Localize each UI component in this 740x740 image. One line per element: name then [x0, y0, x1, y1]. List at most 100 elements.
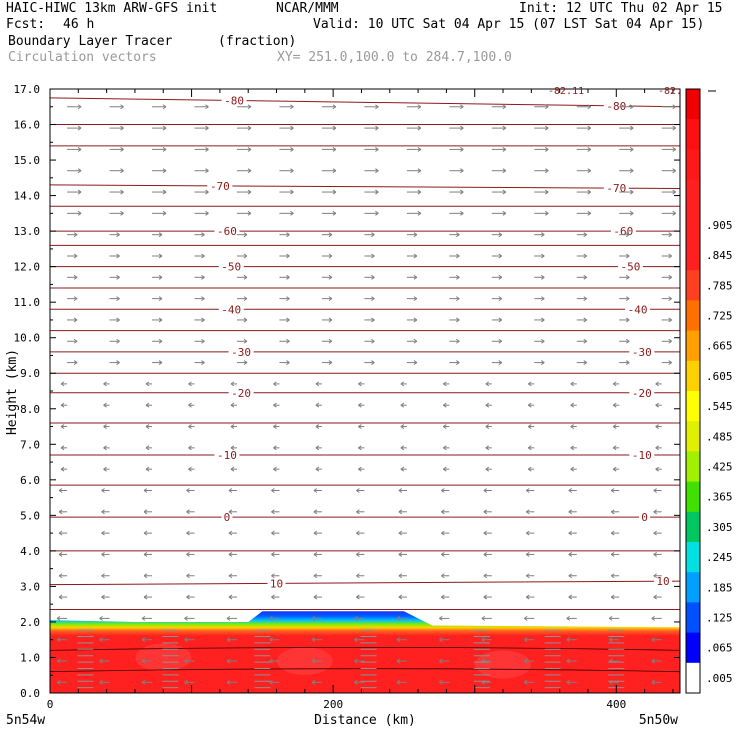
y-axis-label: Height (km) [5, 349, 20, 435]
vector-arrowhead [228, 552, 233, 557]
init-time: Init: 12 UTC Thu 02 Apr 15 [519, 1, 723, 16]
vector-arrowhead [141, 679, 146, 685]
vector-arrowhead [184, 637, 188, 643]
colorbar-segment [686, 270, 700, 301]
isotherm-line [49, 580, 681, 586]
y-tick-label: 4.0 [20, 545, 40, 558]
vector-arrowhead [566, 658, 571, 664]
vector-arrowhead [460, 146, 464, 152]
vector-arrowhead [77, 189, 82, 195]
isotherm-label: -20 [632, 387, 652, 400]
x-tick-label: 400 [606, 698, 626, 711]
vector-arrowhead [205, 104, 209, 110]
vector-arrowhead [73, 338, 78, 344]
vector-arrowhead [460, 125, 464, 131]
vector-arrowhead [672, 210, 676, 216]
vector-arrowhead [358, 445, 362, 451]
vector-arrowhead [247, 168, 252, 174]
vector-arrowhead [583, 253, 588, 259]
colorbar-segment [686, 209, 700, 241]
vector-arrowhead [120, 104, 124, 110]
vector-arrowhead [311, 679, 316, 685]
org-label: NCAR/MMM [276, 1, 339, 16]
vector-arrowhead [456, 253, 460, 259]
vector-arrowhead [460, 210, 464, 216]
isotherm-label: -50 [221, 261, 241, 274]
forecast-hours: 46 h [63, 17, 95, 32]
vector-arrowhead [116, 360, 120, 365]
vector-arrowhead [583, 296, 588, 302]
vector-arrowhead [653, 488, 657, 493]
vector-arrowhead [668, 317, 672, 323]
vector-arrowhead [629, 168, 634, 174]
vector-arrowhead [99, 658, 103, 664]
vector-arrowhead [162, 146, 167, 152]
vector-arrowhead [439, 615, 443, 621]
colorbar-segment [686, 451, 700, 483]
vector-arrowhead [653, 509, 657, 515]
vector-arrowhead [354, 637, 358, 643]
vector-arrowhead [625, 296, 630, 302]
vector-arrowhead [332, 146, 337, 152]
vector-arrowhead [629, 125, 634, 131]
vector-arrowhead [583, 360, 588, 365]
y-tick-label: 10.0 [14, 332, 41, 345]
isotherm-contours: -80 -80 -70 -70 -60 -60 -50 -50 -40 -40 -30 -30 -20 -… [49, 94, 681, 611]
vector-arrowhead [99, 637, 103, 643]
vector-arrowhead [540, 338, 545, 344]
vector-arrowhead [612, 381, 617, 387]
vector-arrowhead [315, 424, 320, 429]
vector-arrowhead [186, 594, 190, 600]
isotherm-label-bg [603, 182, 629, 195]
vector-arrowhead [158, 338, 163, 344]
isotherm-label: -70 [606, 182, 626, 195]
vector-arrowhead [523, 679, 528, 685]
y-tick-label: 3.0 [20, 580, 40, 593]
isotherm-label-bg [214, 448, 240, 461]
vector-arrowhead [201, 338, 205, 344]
vector-arrowhead [201, 232, 205, 238]
vector-arrowhead [101, 573, 105, 579]
vector-arrowhead [162, 210, 167, 216]
vector-arrowhead [162, 104, 167, 110]
vector-arrowhead [525, 594, 530, 600]
vector-arrowhead [540, 360, 545, 365]
vector-arrowhead [313, 594, 318, 600]
vector-arrowhead [608, 615, 613, 621]
vector-arrowhead [356, 552, 360, 557]
vector-arrowhead [271, 530, 275, 536]
vector-arrowhead [396, 679, 401, 685]
y-tick-label: 16.0 [14, 119, 41, 132]
vector-arrowhead [60, 381, 65, 387]
isotherm-label: -10 [217, 449, 237, 462]
vector-arrowhead [99, 615, 103, 621]
vector-arrowhead [313, 552, 318, 557]
vector-arrowhead [483, 552, 488, 557]
vector-arrowhead [313, 573, 318, 579]
vector-arrowhead [629, 189, 634, 195]
field-units: (fraction) [218, 34, 297, 49]
vector-arrowhead [145, 381, 150, 387]
vector-arrowhead [483, 573, 488, 579]
vector-arrowhead [668, 253, 672, 259]
vector-arrowhead [544, 168, 549, 174]
colorbar-segment [686, 119, 700, 150]
vector-arrowhead [120, 189, 124, 195]
isotherm-label: 0 [224, 511, 231, 524]
vector-arrowhead [205, 125, 209, 131]
vector-arrowhead [498, 274, 503, 280]
vector-arrowhead [290, 125, 294, 131]
vector-arrowhead [371, 253, 375, 259]
vector-arrowhead [400, 424, 405, 429]
vector-arrowhead [525, 530, 530, 536]
vector-arrowhead [226, 615, 231, 621]
vector-arrowhead [286, 232, 290, 238]
vector-arrowhead [441, 509, 445, 515]
vector-arrowhead [413, 296, 418, 302]
vector-arrowhead [58, 552, 63, 557]
vector-arrowhead [228, 573, 233, 579]
vector-arrowhead [668, 338, 672, 344]
vector-arrowhead [456, 296, 460, 302]
vector-arrowhead [286, 338, 290, 344]
